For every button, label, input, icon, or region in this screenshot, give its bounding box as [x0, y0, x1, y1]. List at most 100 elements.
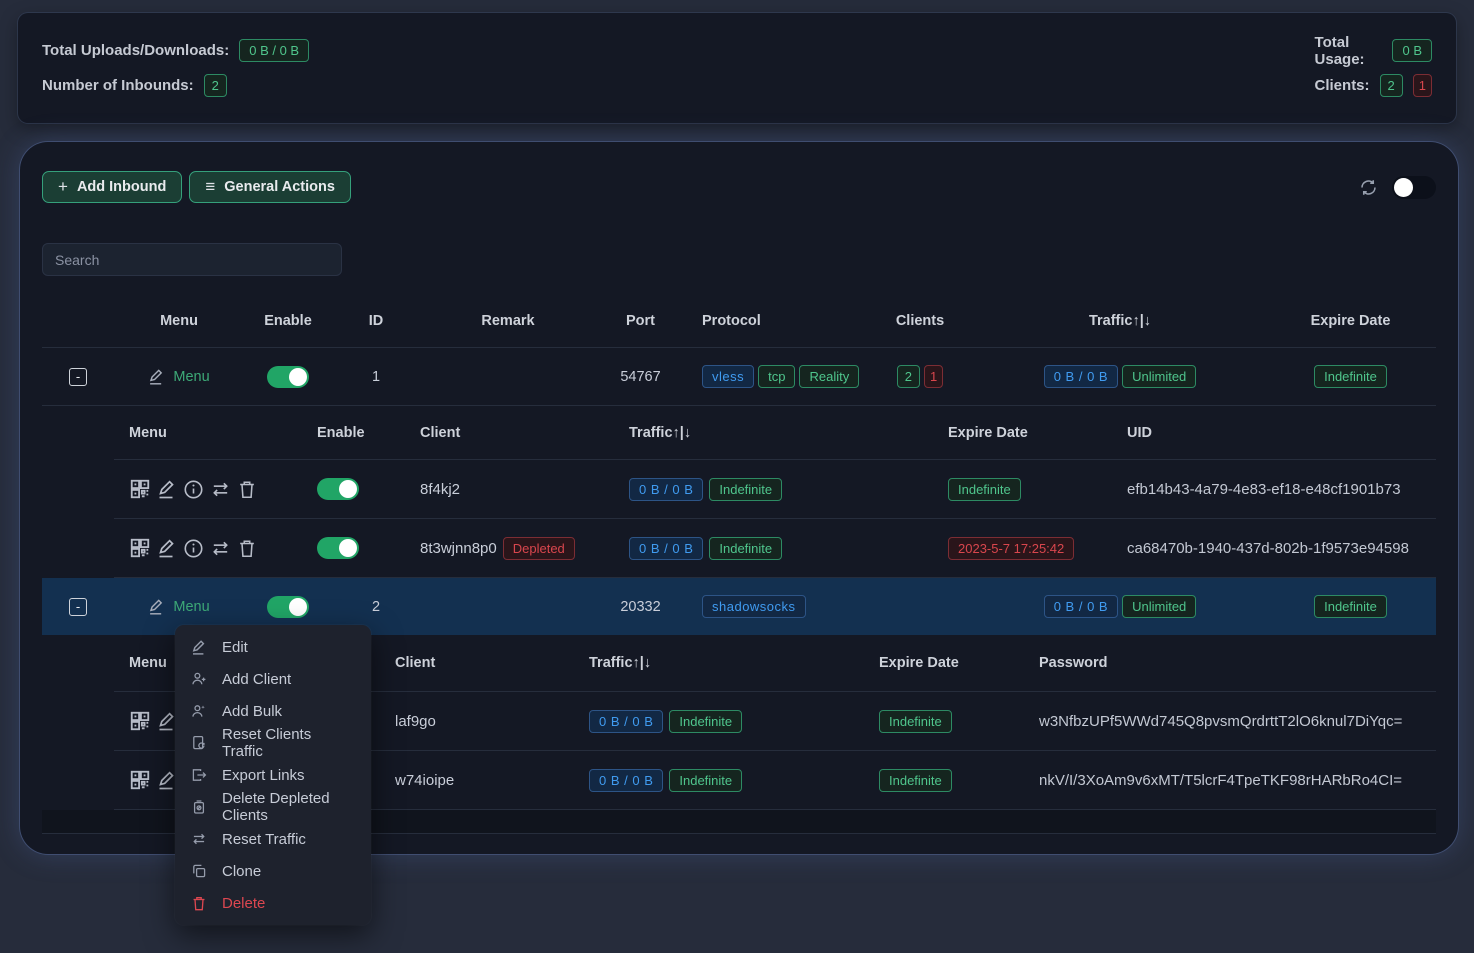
menu-item-label: Delete — [222, 894, 266, 912]
security-tag: Reality — [799, 365, 860, 388]
inbound-port: 20332 — [620, 598, 661, 615]
expire-badge: Indefinite — [948, 477, 1021, 501]
inbound-traffic: 0 B / 0 B Unlimited — [975, 365, 1265, 388]
reset-traffic-icon[interactable] — [210, 538, 231, 559]
client-table-vless: Menu Enable Client Traffic↑|↓ Expire Dat… — [114, 406, 1436, 578]
client-row: 8f4kj2 0 B / 0 B Indefinite Indefinite e… — [114, 460, 1436, 519]
general-actions-button[interactable]: ≡ General Actions — [189, 171, 351, 203]
menu-item-edit[interactable]: Edit — [175, 631, 371, 663]
edit-pencil-icon — [191, 639, 207, 656]
menu-item-label: Reset Traffic — [222, 830, 306, 848]
inbound-protocols: vless tcp Reality — [685, 365, 865, 388]
users-add-icon — [191, 703, 207, 719]
col-traffic-sort[interactable]: Traffic↑|↓ — [1088, 313, 1152, 329]
stat-clients: Clients: 2 1 — [1315, 73, 1432, 99]
inbound-row-1: - Menu 1 54767 vless tcp — [42, 348, 1436, 406]
inbound-enable-toggle[interactable] — [267, 365, 309, 388]
trash-icon[interactable] — [237, 538, 257, 559]
edit-pencil-icon — [148, 368, 165, 386]
inbound-traffic: 0 B / 0 B Unlimited — [975, 595, 1265, 618]
menu-item-reset-clients-traffic[interactable]: Reset Clients Traffic — [175, 726, 371, 760]
col-menu: Menu — [129, 655, 167, 671]
row-menu-button[interactable]: Menu — [148, 598, 210, 616]
col-traffic-sort[interactable]: Traffic↑|↓ — [589, 655, 652, 671]
col-traffic-sort[interactable]: Traffic↑|↓ — [629, 424, 692, 441]
col-protocol: Protocol — [702, 313, 761, 329]
qrcode-icon[interactable] — [129, 478, 151, 500]
expire-badge: Indefinite — [1314, 365, 1387, 388]
reset-clients-traffic-icon — [191, 735, 207, 751]
inbound-port: 54767 — [620, 368, 661, 385]
col-uid: UID — [1127, 424, 1152, 441]
clients-active-badge: 2 — [1379, 74, 1403, 97]
collapse-row-button[interactable]: - — [69, 597, 87, 616]
add-inbound-button[interactable]: + Add Inbound — [42, 171, 183, 203]
stat-label: Total Uploads/Downloads: — [42, 42, 230, 59]
expire-badge: Indefinite — [1314, 595, 1387, 618]
menu-item-label: Delete Depleted Clients — [222, 790, 330, 824]
col-expire-date: Expire Date — [879, 655, 959, 671]
col-client: Client — [420, 424, 461, 441]
protocol-tag: shadowsocks — [702, 595, 806, 618]
client-table-header: Menu Enable Client Traffic↑|↓ Expire Dat… — [114, 635, 1436, 692]
menu-item-label: Add Bulk — [222, 702, 283, 720]
edit-pencil-icon — [148, 598, 165, 616]
menu-item-delete[interactable]: Delete — [175, 887, 371, 919]
traffic-limit-badge: Indefinite — [669, 768, 743, 792]
stat-total-uploads-downloads: Total Uploads/Downloads: 0 B / 0 B — [42, 38, 640, 64]
col-remark: Remark — [481, 313, 535, 329]
expire-badge: Indefinite — [879, 768, 952, 792]
search-input[interactable] — [42, 243, 342, 276]
clone-icon — [191, 863, 207, 879]
menu-item-add-bulk[interactable]: Add Bulk — [175, 695, 371, 727]
qrcode-icon[interactable] — [129, 710, 151, 732]
hamburger-icon: ≡ — [205, 177, 216, 196]
client-table-header: Menu Enable Client Traffic↑|↓ Expire Dat… — [114, 406, 1436, 460]
col-password: Password — [1039, 655, 1108, 671]
menu-item-clone[interactable]: Clone — [175, 855, 371, 887]
qrcode-icon[interactable] — [129, 769, 151, 791]
traffic-limit-badge: Indefinite — [669, 709, 743, 733]
export-links-icon — [191, 767, 207, 783]
edit-pencil-icon[interactable] — [157, 711, 177, 732]
refresh-icon[interactable] — [1359, 178, 1378, 197]
col-client: Client — [395, 655, 436, 671]
client-uid: ca68470b-1940-437d-802b-1f9573e94598 — [1127, 539, 1409, 557]
trash-icon[interactable] — [237, 479, 257, 500]
plus-icon: + — [58, 177, 68, 196]
client-password: w3NfbzUPf5WWd745Q8pvsmQrdrttT2lO6knul7Di… — [1039, 712, 1403, 730]
menu-item-add-client[interactable]: Add Client — [175, 663, 371, 695]
edit-pencil-icon[interactable] — [157, 479, 177, 500]
protocol-tag: vless — [702, 365, 755, 388]
traffic-badge: 0 B / 0 B — [1043, 365, 1119, 388]
col-enable: Enable — [317, 424, 365, 441]
info-icon[interactable] — [183, 479, 204, 500]
info-icon[interactable] — [183, 538, 204, 559]
reset-traffic-icon[interactable] — [210, 479, 231, 500]
col-clients: Clients — [895, 313, 945, 329]
client-enable-toggle[interactable] — [317, 537, 359, 559]
inbound-enable-toggle[interactable] — [267, 595, 309, 618]
toggle-knob — [289, 367, 307, 386]
menu-item-label: Add Client — [222, 670, 292, 688]
dark-mode-toggle[interactable] — [1392, 175, 1436, 199]
toggle-knob — [289, 597, 307, 616]
row-menu-button[interactable]: Menu — [148, 368, 210, 386]
collapse-row-button[interactable]: - — [69, 367, 87, 386]
clients-active-badge: 2 — [896, 365, 920, 388]
inbound-id: 1 — [371, 368, 381, 385]
col-expire-date: Expire Date — [1310, 313, 1391, 329]
menu-item-delete-depleted-clients[interactable]: Delete Depleted Clients — [175, 790, 371, 824]
menu-item-export-links[interactable]: Export Links — [175, 759, 371, 791]
col-expire-date: Expire Date — [948, 424, 1028, 441]
client-enable-toggle[interactable] — [317, 478, 359, 500]
traffic-limit-badge: Indefinite — [709, 477, 783, 501]
menu-item-reset-traffic[interactable]: Reset Traffic — [175, 823, 371, 855]
expire-badge: Indefinite — [879, 709, 952, 733]
edit-pencil-icon[interactable] — [157, 770, 177, 791]
client-name: w74ioipe — [395, 771, 455, 789]
client-name: 8t3wjnn8p0 — [420, 539, 497, 557]
qrcode-icon[interactable] — [129, 537, 151, 559]
edit-pencil-icon[interactable] — [157, 538, 177, 559]
